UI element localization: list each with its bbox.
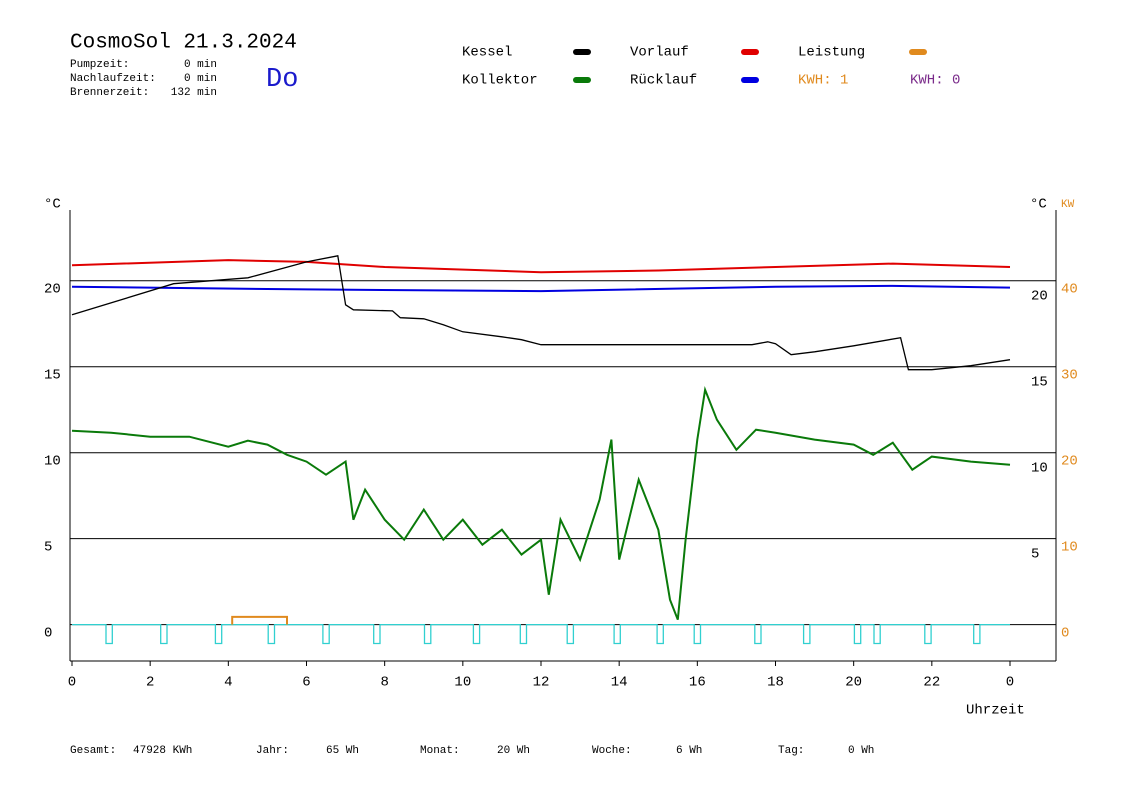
- info-value: 0 min: [184, 73, 217, 85]
- footer-label: Monat:: [420, 745, 460, 757]
- x-tick-label: 0: [68, 675, 76, 691]
- x-tick-label: 22: [923, 675, 940, 691]
- info-label: Pumpzeit:: [70, 59, 129, 71]
- legend-label: Kessel: [462, 45, 512, 61]
- y2-tick-label: 30: [1061, 367, 1078, 383]
- footer-label: Woche:: [592, 745, 632, 757]
- footer-value: 47928 KWh: [133, 745, 192, 757]
- y-tick-label-right: 15: [1031, 374, 1048, 390]
- y-tick-label: 15: [44, 367, 61, 383]
- info-label: Nachlaufzeit:: [70, 73, 156, 85]
- x-tick-label: 2: [146, 675, 154, 691]
- footer-label: Jahr:: [256, 745, 289, 757]
- y2-tick-label: 0: [1061, 625, 1069, 641]
- x-axis-label: Uhrzeit: [966, 703, 1025, 719]
- series-line: [231, 615, 288, 625]
- series-line: [72, 623, 1010, 645]
- x-tick-label: 10: [454, 675, 471, 691]
- x-tick-label: 0: [1006, 675, 1014, 691]
- x-tick-label: 8: [380, 675, 388, 691]
- info-value: 132 min: [171, 87, 217, 99]
- y-tick-label: 0: [44, 625, 52, 641]
- info-label: Brennerzeit:: [70, 87, 149, 99]
- series-line: [71, 284, 1011, 293]
- info-value: 0 min: [184, 59, 217, 71]
- y-tick-label-right: 5: [1031, 546, 1039, 562]
- y2-tick-label: 10: [1061, 539, 1078, 555]
- y2-axis-label: KW: [1061, 199, 1075, 211]
- legend-label: Leistung: [798, 45, 865, 61]
- x-tick-label: 14: [611, 675, 628, 691]
- footer-value: 20 Wh: [497, 745, 530, 757]
- x-tick-label: 4: [224, 675, 232, 691]
- x-tick-label: 12: [533, 675, 550, 691]
- kwh-label: KWH: 0: [910, 73, 960, 89]
- chart-title: CosmoSol 21.3.2024: [70, 32, 297, 55]
- footer-label: Tag:: [778, 745, 804, 757]
- y-axis-label: °C: [44, 197, 61, 213]
- y-axis-label-right: °C: [1030, 197, 1047, 213]
- x-tick-label: 18: [767, 675, 784, 691]
- series-line: [71, 386, 1011, 620]
- x-tick-label: 20: [845, 675, 862, 691]
- y2-tick-label: 20: [1061, 453, 1078, 469]
- x-tick-label: 16: [689, 675, 706, 691]
- y-tick-label-right: 20: [1031, 288, 1048, 304]
- y-tick-label-right: 10: [1031, 460, 1048, 476]
- series-line: [71, 255, 1011, 371]
- y-tick-label: 20: [44, 281, 61, 297]
- day: Do: [266, 65, 298, 95]
- y2-tick-label: 40: [1061, 281, 1078, 297]
- kwh-label: KWH: 1: [798, 73, 848, 89]
- y-tick-label: 5: [44, 539, 52, 555]
- legend-label: Vorlauf: [630, 45, 689, 61]
- y-tick-label: 10: [44, 453, 61, 469]
- legend-label: Kollektor: [462, 73, 538, 89]
- legend-label: Rücklauf: [630, 73, 697, 89]
- x-tick-label: 6: [302, 675, 310, 691]
- footer-value: 0 Wh: [848, 745, 874, 757]
- footer-value: 6 Wh: [676, 745, 702, 757]
- footer-value: 65 Wh: [326, 745, 359, 757]
- series-line: [71, 259, 1011, 274]
- footer-label: Gesamt:: [70, 745, 116, 757]
